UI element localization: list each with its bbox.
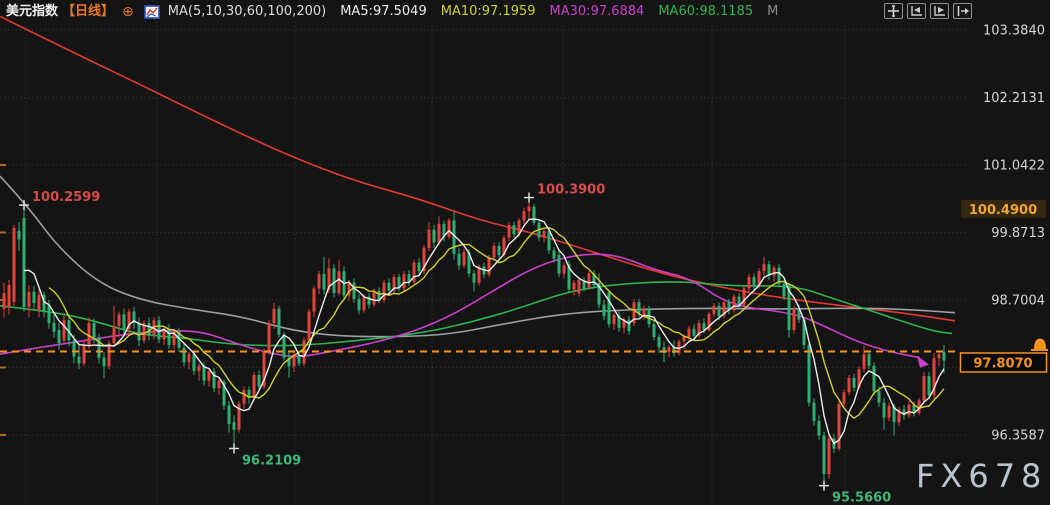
y-axis-label: 96.3587: [991, 428, 1045, 443]
pivot-high-label: 100.3900: [537, 183, 605, 198]
y-axis-label: 102.2131: [983, 91, 1045, 106]
y-axis-label: 99.8713: [991, 226, 1045, 241]
svg-text:100.4900: 100.4900: [969, 203, 1037, 218]
pane-play-icon: [933, 5, 946, 17]
y-axis-label: 103.3840: [983, 23, 1045, 38]
pivot-low-label: 96.2109: [242, 453, 301, 468]
chart-toolbar: [884, 3, 972, 19]
watermark-text: FX678: [916, 457, 1047, 495]
ma10-value: MA10:97.1959: [440, 4, 536, 19]
gridlines: [0, 22, 968, 505]
interval-tag: 【日线】: [62, 4, 115, 19]
chart-thumbnail-icon: [143, 5, 160, 19]
alert-price-label: 100.4900: [961, 199, 1046, 218]
pane-play-button[interactable]: [930, 3, 949, 19]
pivot-cross-icon: [524, 192, 534, 203]
pivot-high-label: 100.2599: [32, 190, 100, 205]
y-axis-label: 98.7004: [991, 293, 1045, 308]
svg-text:97.8070: 97.8070: [973, 356, 1032, 371]
ma-line-ma10: [48, 226, 945, 419]
chart-header: 美元指数 【日线】 ⊕ MA(5,10,30,60,100,200) MA5:9…: [6, 3, 778, 21]
pivot-cross-icon: [229, 443, 239, 454]
move-crosshair-button[interactable]: [884, 3, 903, 19]
y-axis-labels: 103.3840 102.2131 101.0422 99.8713 98.7004 96…: [983, 23, 1045, 443]
current-price-label: 97.8070: [959, 352, 1048, 373]
pivot-cross-icon: [819, 480, 829, 491]
pivot-low-label: 95.5660: [832, 491, 891, 505]
ma30-arrowhead-icon: [917, 355, 929, 368]
candlestick-series: [2, 202, 946, 481]
pane-prev-button[interactable]: [907, 3, 926, 19]
pivot-cross-icon: [19, 200, 29, 211]
ma-line-ma5: [23, 218, 945, 445]
ma5-value: MA5:97.5049: [340, 4, 427, 19]
symbol-name: 美元指数: [6, 4, 59, 19]
ma100-value-truncated: M: [767, 4, 779, 19]
y-axis-label: 101.0422: [983, 158, 1045, 173]
pan-right-icon: [956, 5, 969, 17]
ma30-value: MA30:97.6884: [549, 4, 645, 19]
target-crosshair-icon[interactable]: ⊕: [122, 4, 134, 20]
move-crosshair-icon: [887, 5, 900, 17]
alert-bell-icon[interactable]: [1031, 338, 1048, 351]
pane-prev-icon: [910, 5, 923, 17]
ma-group-label: MA(5,10,30,60,100,200): [167, 4, 327, 19]
pan-right-button[interactable]: [953, 3, 972, 19]
ma60-value: MA60:98.1185: [658, 4, 754, 19]
